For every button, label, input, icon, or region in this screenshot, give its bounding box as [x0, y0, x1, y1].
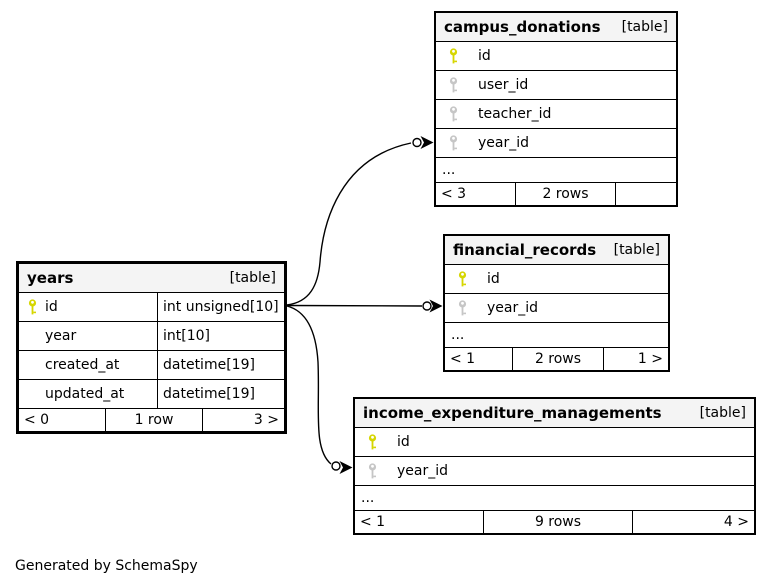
table-footer: < 0 1 row 3 >	[19, 409, 284, 431]
fk-edge-years-to-campus-donations	[286, 136, 434, 306]
table-footer: < 1 9 rows 4 >	[355, 511, 754, 533]
footer-parents-count: 4 >	[632, 511, 754, 533]
footer-row-count: 2 rows	[515, 183, 615, 205]
generated-by-label: Generated by SchemaSpy	[15, 558, 198, 574]
table-footer: < 1 2 rows 1 >	[445, 348, 668, 370]
column-type: int unsigned[10]	[157, 293, 284, 321]
footer-parents-count	[615, 183, 676, 205]
column-name: year_id	[478, 135, 530, 151]
column-name: year_id	[397, 463, 449, 479]
primary-key-icon	[448, 48, 459, 64]
table-name: income_expenditure_managements	[363, 404, 662, 422]
table-kind-label: [table]	[229, 270, 276, 286]
primary-key-icon	[457, 271, 468, 287]
column-row: year_id	[355, 457, 754, 486]
column-row: updated_at datetime[19]	[19, 380, 284, 409]
table-name: years	[27, 269, 74, 287]
primary-key-icon	[27, 299, 38, 315]
column-name: user_id	[478, 77, 529, 93]
footer-row-count: 1 row	[105, 409, 202, 431]
table-node-years[interactable]: years [table] id int unsigned[10] year i…	[16, 261, 287, 434]
table-header: campus_donations [table]	[436, 13, 676, 42]
edge-line	[286, 142, 412, 306]
footer-parents-count: 1 >	[603, 348, 668, 370]
table-kind-label: [table]	[613, 242, 660, 258]
column-name: updated_at	[45, 386, 125, 402]
column-type: int[10]	[157, 322, 284, 350]
column-row: created_at datetime[19]	[19, 351, 284, 380]
column-name: id	[397, 434, 410, 450]
fk-edge-years-to-income-expenditure-managements	[286, 305, 353, 474]
arrowhead-icon	[339, 461, 353, 474]
column-row: id	[436, 42, 676, 71]
column-row: id	[355, 428, 754, 457]
table-node-financial-records[interactable]: financial_records [table] id year_id ...…	[443, 234, 670, 372]
column-type: datetime[19]	[157, 380, 284, 408]
foreign-key-icon	[367, 463, 378, 479]
column-name: id	[45, 299, 58, 315]
table-kind-label: [table]	[699, 405, 746, 421]
table-node-campus-donations[interactable]: campus_donations [table] id user_id teac…	[434, 11, 678, 207]
edge-line	[286, 305, 332, 465]
footer-row-count: 9 rows	[483, 511, 632, 533]
table-header: income_expenditure_managements [table]	[355, 399, 754, 428]
table-header: financial_records [table]	[445, 236, 668, 265]
foreign-key-icon	[448, 135, 459, 151]
column-name: year	[45, 328, 77, 344]
table-footer: < 3 2 rows	[436, 183, 676, 205]
table-name: campus_donations	[444, 18, 601, 36]
column-row: year int[10]	[19, 322, 284, 351]
table-node-income-expenditure-managements[interactable]: income_expenditure_managements [table] i…	[353, 397, 756, 535]
more-columns-ellipsis: ...	[436, 158, 676, 183]
column-row: teacher_id	[436, 100, 676, 129]
table-kind-label: [table]	[621, 19, 668, 35]
column-type: datetime[19]	[157, 351, 284, 379]
foreign-key-icon	[457, 300, 468, 316]
column-name: year_id	[487, 300, 539, 316]
column-row: user_id	[436, 71, 676, 100]
column-row: year_id	[445, 294, 668, 323]
primary-key-icon	[367, 434, 378, 450]
column-name: created_at	[45, 357, 120, 373]
column-name: id	[478, 48, 491, 64]
footer-parents-count: 3 >	[202, 409, 284, 431]
arrowhead-icon	[420, 136, 434, 149]
column-name: teacher_id	[478, 106, 552, 122]
foreign-key-icon	[448, 77, 459, 93]
zero-circle-endpoint	[422, 301, 432, 311]
edge-line	[286, 304, 423, 307]
column-row: id int unsigned[10]	[19, 293, 284, 322]
zero-circle-endpoint	[331, 461, 341, 471]
foreign-key-icon	[448, 106, 459, 122]
more-columns-ellipsis: ...	[355, 486, 754, 511]
column-row: year_id	[436, 129, 676, 158]
footer-children-count: < 3	[441, 186, 467, 202]
footer-row-count: 2 rows	[512, 348, 603, 370]
column-row: id	[445, 265, 668, 294]
footer-children-count: < 1	[450, 351, 476, 367]
more-columns-ellipsis: ...	[445, 323, 668, 348]
fk-edge-years-to-financial-records	[286, 299, 443, 313]
column-name: id	[487, 271, 500, 287]
arrowhead-icon	[429, 299, 443, 313]
footer-children-count: < 0	[24, 412, 50, 428]
table-header: years [table]	[19, 264, 284, 293]
footer-children-count: < 1	[360, 514, 386, 530]
zero-circle-endpoint	[412, 137, 422, 148]
table-name: financial_records	[453, 241, 597, 259]
